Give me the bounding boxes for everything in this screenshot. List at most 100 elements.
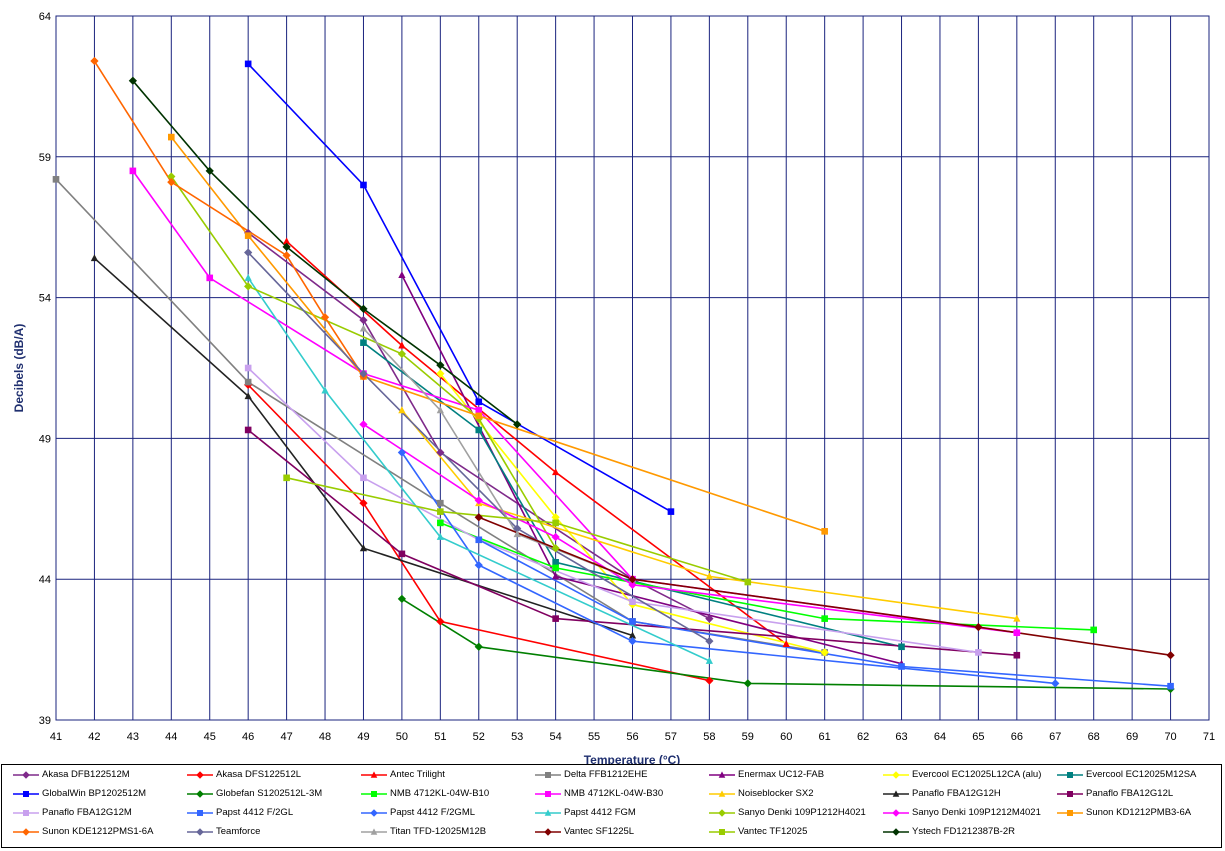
data-point-sanyo-denki-109p1212h4021 <box>167 172 176 181</box>
data-point-panaflo-fba12g12h <box>244 392 252 400</box>
legend-swatch <box>709 771 735 778</box>
x-tick-label: 48 <box>319 731 331 743</box>
data-point-nmb-4712kl-04w-b30 <box>475 406 483 414</box>
legend-swatch <box>1057 791 1083 797</box>
data-point-antec-trilight <box>282 237 291 245</box>
legend-label: NMB 4712KL-04W-B10 <box>390 788 490 799</box>
data-point-sanyo-denki-109p1212h4021 <box>551 544 560 553</box>
x-tick-label: 54 <box>550 731 562 743</box>
data-point-globefan-s1202512l-3m <box>474 642 483 651</box>
legend-swatch <box>883 771 909 779</box>
data-point-sunon-kd1212pmb3-6a <box>475 412 483 420</box>
data-point-papst-4412-f-2gl <box>1167 682 1174 690</box>
legend-label: Noiseblocker SX2 <box>738 788 814 799</box>
legend-label: Sunon KDE1212PMS1-6A <box>42 826 154 837</box>
y-tick-label: 54 <box>39 293 51 305</box>
data-point-vantec-tf12025 <box>552 519 559 527</box>
x-tick-label: 64 <box>934 731 946 743</box>
series-line-papst-4412-f-2gl <box>478 539 1171 687</box>
data-point-panaflo-fba12g12l <box>552 615 559 622</box>
data-point-vantec-sf1225l <box>974 622 983 632</box>
y-tick-label: 39 <box>39 715 51 727</box>
data-point-ystech-fd1212387b-2r <box>359 304 368 313</box>
data-point-globefan-s1202512l-3m <box>743 679 752 688</box>
data-point-vantec-sf1225l <box>1166 651 1175 660</box>
data-point-panaflo-fba12g12l <box>398 550 406 558</box>
legend-label: Papst 4412 F/2GL <box>216 807 294 818</box>
series-line-akasa-dfs122512l <box>247 384 710 682</box>
data-point-vantec-tf12025 <box>437 508 444 515</box>
legend-label: Panaflo FBA12G12M <box>42 807 132 818</box>
plot-border <box>55 15 1210 721</box>
legend-label: Teamforce <box>216 826 261 837</box>
x-tick-label: 58 <box>703 731 715 743</box>
data-point-ystech-fd1212387b-2r <box>205 166 214 176</box>
data-point-evercool-ec12025m12sa <box>898 643 905 651</box>
data-point-ystech-fd1212387b-2r <box>513 420 522 429</box>
data-point-vantec-tf12025 <box>744 578 752 586</box>
data-point-enermax-uc12-fab <box>398 271 406 279</box>
data-point-sanyo-denki-109p1212m4021 <box>474 496 483 505</box>
data-point-sunon-kd1212pmb3-6a <box>244 232 252 239</box>
data-point-panaflo-fba12g12m <box>244 364 252 372</box>
data-point-nmb-4712kl-04w-b10 <box>437 519 444 527</box>
series-line-papst-4412-fgm <box>247 277 710 662</box>
legend-label: Globefan S1202512L-3M <box>216 788 323 799</box>
x-tick-label: 61 <box>819 731 831 743</box>
x-tick-label: 57 <box>665 731 677 743</box>
legend-label: Vantec TF12025 <box>738 826 808 837</box>
data-point-vantec-sf1225l <box>474 513 483 522</box>
data-point-papst-4412-fgm <box>321 386 329 394</box>
series-line-globalwin-bp1202512m <box>247 63 672 513</box>
data-point-teamforce <box>244 248 253 257</box>
x-axis-title: Temperature (°C) <box>584 753 681 764</box>
data-point-evercool-ec12025m12sa <box>360 339 367 346</box>
x-tick-label: 49 <box>357 731 369 743</box>
data-point-akasa-dfb122512m <box>705 614 714 623</box>
legend-label: Evercool EC12025L12CA (alu) <box>912 769 1042 780</box>
y-axis-title: Decibels (dB/A) <box>12 324 26 413</box>
legend-label: NMB 4712KL-04W-B30 <box>564 788 664 799</box>
data-point-globalwin-bp1202512m <box>475 398 483 406</box>
x-tick-label: 65 <box>972 731 984 743</box>
legend-swatch <box>361 809 387 817</box>
data-point-delta-ffb1212ehe <box>52 176 60 183</box>
data-point-noiseblocker-sx2 <box>1013 614 1021 622</box>
data-point-panaflo-fba12g12m <box>360 474 367 482</box>
data-point-globefan-s1202512l-3m <box>397 594 407 604</box>
x-tick-label: 70 <box>1164 731 1176 743</box>
data-point-sunon-kd1212pmb3-6a <box>821 528 828 535</box>
legend-label: GlobalWin BP1202512M <box>42 788 147 799</box>
series-line-panaflo-fba12g12h <box>93 257 633 637</box>
legend-label: Sunon KD1212PMB3-6A <box>1086 807 1192 818</box>
x-tick-label: 47 <box>280 731 292 743</box>
data-point-globalwin-bp1202512m <box>360 181 367 189</box>
legend-swatch <box>13 810 39 816</box>
data-point-akasa-dfs122512l <box>705 676 714 685</box>
data-point-evercool-ec12025m12sa <box>552 559 559 566</box>
data-point-papst-4412-fgm <box>244 273 252 281</box>
data-point-panaflo-fba12g12m <box>629 598 636 606</box>
data-point-panaflo-fba12g12m <box>975 649 982 656</box>
data-point-sanyo-denki-109p1212m4021 <box>551 532 560 542</box>
x-tick-label: 46 <box>242 731 254 743</box>
data-point-delta-ffb1212ehe <box>437 499 444 507</box>
x-tick-label: 60 <box>780 731 792 743</box>
legend-label: Antec Trilight <box>390 769 445 780</box>
data-point-teamforce <box>513 524 522 533</box>
data-point-sanyo-denki-109p1212h4021 <box>397 349 407 359</box>
legend-swatch <box>187 828 213 836</box>
data-point-teamforce <box>705 637 714 646</box>
y-tick-label: 64 <box>39 11 51 23</box>
data-point-nmb-4712kl-04w-b10 <box>821 615 828 622</box>
data-point-panaflo-fba12g12h <box>628 631 637 639</box>
x-tick-label: 55 <box>588 731 600 743</box>
data-point-papst-4412-f-2gml <box>1051 679 1060 688</box>
legend-label: Panaflo FBA12G12H <box>912 788 1001 799</box>
legend-swatch <box>883 790 909 797</box>
data-point-globalwin-bp1202512m <box>244 60 252 68</box>
legend-swatch <box>361 828 387 835</box>
x-tick-label: 69 <box>1126 731 1138 743</box>
data-point-panaflo-fba12g12h <box>359 544 368 552</box>
x-tick-label: 45 <box>204 731 216 743</box>
